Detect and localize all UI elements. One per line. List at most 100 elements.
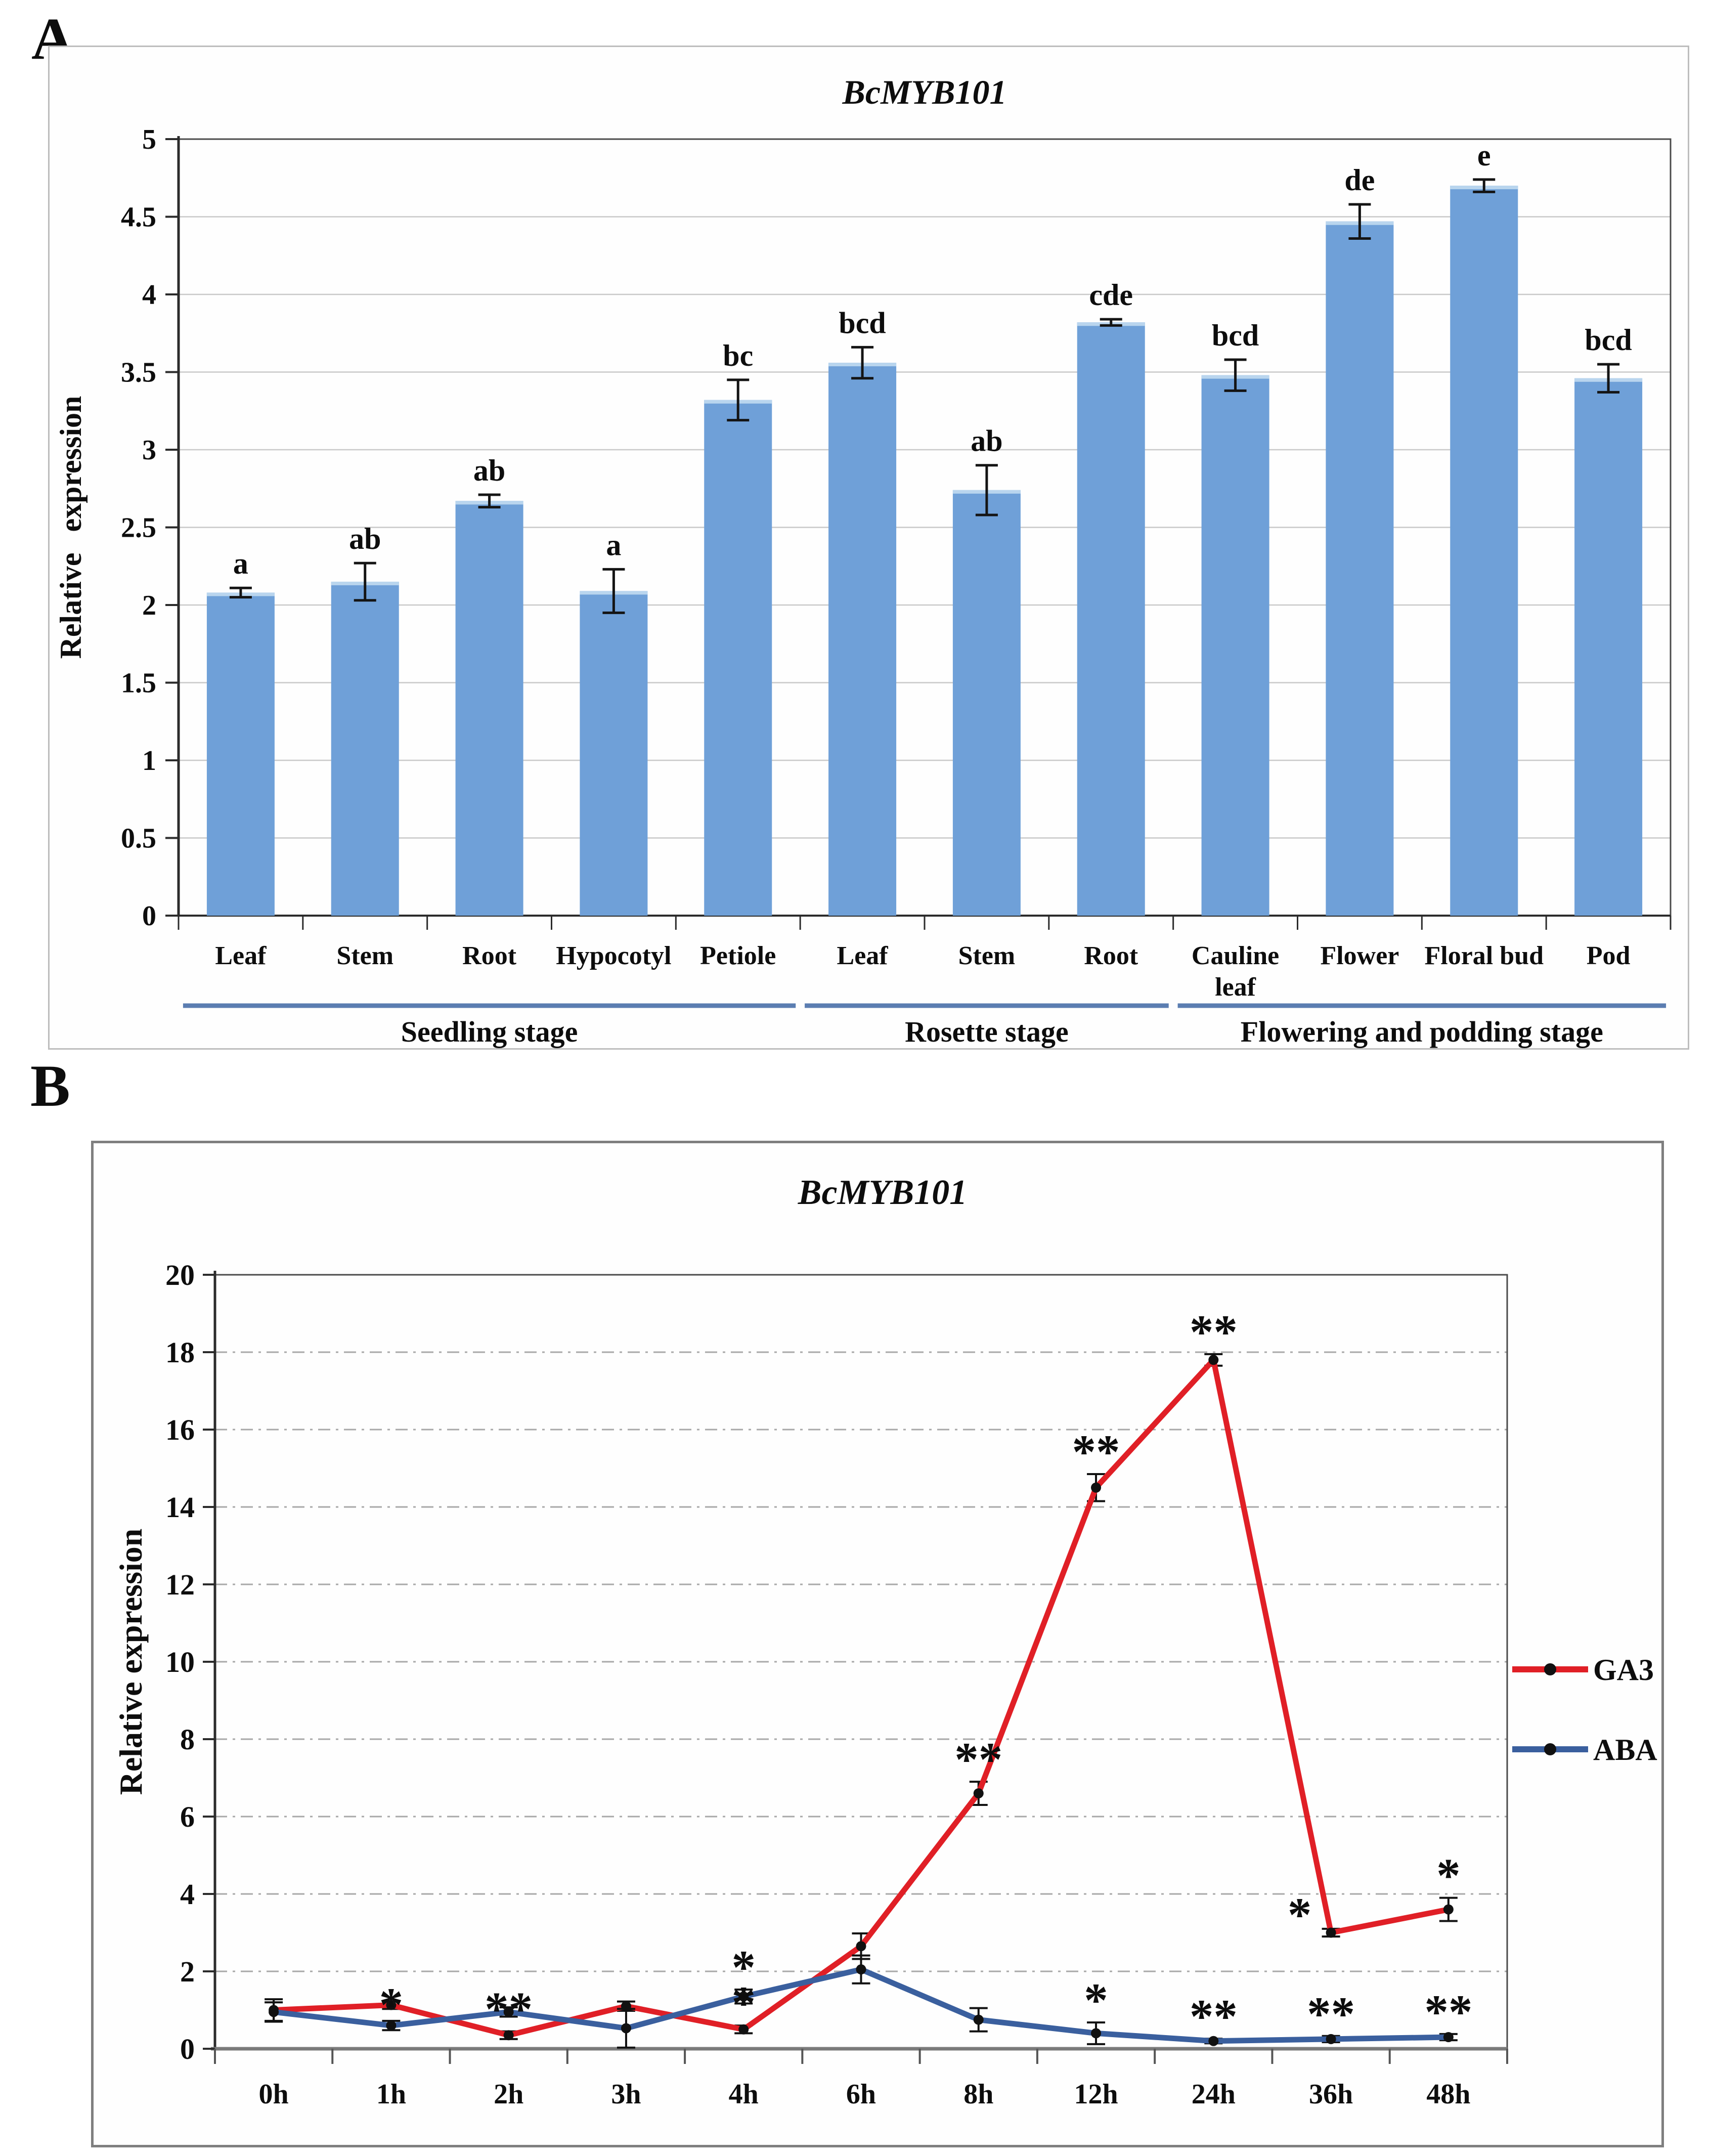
x-tick-label: 24h: [1192, 2079, 1236, 2110]
panel-a-bar-chart: 0 0.5 1 1.5 2 2.5 3 3.5 4 4.5 5 a ab ab a bc bcd ab cde bcd…: [54, 73, 1672, 1048]
x-category-label: Leaf: [215, 941, 267, 970]
x-tick-label: 48h: [1426, 2079, 1470, 2110]
y-tick-label: 6: [180, 1800, 195, 1833]
data-point-ga3: [973, 1788, 984, 1799]
bar: [704, 400, 772, 916]
significance-letter: bcd: [1212, 319, 1259, 352]
x-category-label: Flower: [1320, 941, 1399, 970]
x-category-label: leaf: [1215, 973, 1256, 1002]
x-category-label: Pod: [1587, 941, 1631, 970]
x-tick-label: 1h: [376, 2079, 406, 2110]
significance-asterisk: **: [1190, 1305, 1238, 1359]
x-category-label: Root: [462, 941, 517, 970]
legend-marker-aba: [1544, 1743, 1556, 1755]
y-axis-title: Relative expression: [113, 1529, 149, 1795]
x-category-label: Hypocotyl: [556, 941, 671, 970]
chart-title: BcMYB101: [842, 73, 1007, 111]
x-tick-label: 3h: [611, 2079, 641, 2110]
significance-asterisk: **: [1072, 1425, 1120, 1479]
data-point-aba: [386, 2020, 397, 2031]
x-category-label: Stem: [336, 941, 393, 970]
legend-label-ga3: GA3: [1593, 1653, 1654, 1687]
y-tick-label: 2.5: [121, 512, 156, 544]
data-point-aba: [1091, 2028, 1102, 2039]
x-category-label: Petiole: [700, 941, 776, 970]
y-tick-label: 0: [180, 2033, 195, 2065]
bar: [1450, 186, 1518, 916]
bar: [828, 363, 897, 916]
panel-b-letter: B: [30, 1053, 70, 1119]
y-tick-label: 4: [142, 279, 156, 311]
y-tick-label: 5: [142, 124, 156, 155]
data-point-aba: [1208, 2036, 1219, 2046]
y-tick-label: 16: [165, 1413, 195, 1446]
y-tick-label: 18: [165, 1336, 195, 1369]
significance-asterisk: *: [731, 1941, 756, 1994]
panel-a-figure: 0 0.5 1 1.5 2 2.5 3 3.5 4 4.5 5 a ab ab a bc bcd ab cde bcd…: [48, 46, 1689, 1050]
y-axis-title: Relative expression: [54, 396, 87, 659]
significance-asterisk: **: [1424, 1985, 1472, 2039]
significance-asterisk: *: [1288, 1888, 1312, 1942]
significance-letter: bcd: [1585, 323, 1632, 357]
significance-asterisk: *: [731, 1976, 756, 2030]
significance-letter: bcd: [839, 306, 886, 339]
x-tick-label: 12h: [1074, 2079, 1118, 2110]
data-point-aba: [1443, 2032, 1454, 2043]
panel-b-line-chart: 0 2 4 6 8 10 12 14 16 18 20 0h 1h 2h 3h 4h 6h 8h 12h 24h 36h…: [113, 1173, 1657, 2110]
x-category-label: Leaf: [837, 941, 889, 970]
significance-letter: de: [1344, 163, 1375, 197]
x-category-label: Cauline: [1192, 941, 1279, 970]
x-tick-label: 6h: [846, 2079, 876, 2110]
data-point-ga3: [1443, 1904, 1454, 1915]
bar: [331, 581, 399, 916]
significance-asterisk: **: [1307, 1987, 1355, 2041]
bar: [455, 501, 523, 916]
significance-asterisk: *: [379, 1978, 404, 2032]
y-tick-label: 20: [165, 1259, 195, 1291]
data-point-aba: [856, 1964, 866, 1975]
y-tick-label: 2: [142, 590, 156, 621]
data-point-ga3: [386, 2000, 397, 2010]
bar: [1201, 375, 1269, 916]
stage-label: Rosette stage: [905, 1015, 1069, 1048]
significance-letter: ab: [349, 522, 381, 555]
data-point-ga3: [856, 1941, 866, 1952]
significance-letter: ab: [971, 424, 1002, 458]
x-tick-label: 4h: [729, 2079, 759, 2110]
data-point-ga3: [738, 2024, 749, 2035]
bar: [1574, 378, 1643, 916]
y-tick-label: 0: [142, 900, 156, 932]
y-tick-label: 14: [165, 1491, 195, 1524]
significance-asterisk: **: [485, 1982, 533, 2036]
x-category-label: Root: [1084, 941, 1138, 970]
x-category-label: Floral bud: [1425, 941, 1544, 970]
data-point-aba: [973, 2014, 984, 2025]
data-point-aba: [503, 2007, 514, 2017]
data-point-aba: [1326, 2034, 1336, 2044]
data-point-aba: [621, 2023, 631, 2034]
bar: [1077, 322, 1145, 916]
data-point-ga3: [1208, 1355, 1219, 1365]
y-tick-label: 1: [142, 745, 156, 777]
significance-asterisk: *: [1436, 1849, 1461, 1903]
significance-asterisk: **: [1190, 1990, 1238, 2043]
y-tick-label: 12: [165, 1568, 195, 1601]
significance-letter: cde: [1089, 278, 1133, 312]
data-point-ga3: [503, 2030, 514, 2041]
y-tick-label: 0.5: [121, 823, 156, 854]
legend-marker-ga3: [1544, 1663, 1556, 1675]
y-tick-label: 4: [180, 1878, 195, 1911]
chart-title: BcMYB101: [798, 1173, 967, 1212]
x-tick-label: 8h: [963, 2079, 993, 2110]
significance-letter: a: [233, 547, 248, 580]
y-tick-label: 3: [142, 435, 156, 466]
stage-label: Flowering and podding stage: [1241, 1015, 1603, 1048]
y-tick-label: 1.5: [121, 668, 156, 699]
y-tick-label: 3.5: [121, 357, 156, 389]
significance-asterisk: **: [954, 1733, 1002, 1786]
y-tick-label: 8: [180, 1723, 195, 1756]
significance-asterisk: *: [1084, 1973, 1108, 2027]
data-point-ga3: [1091, 1482, 1102, 1493]
significance-letter: a: [606, 528, 621, 562]
bar: [1326, 221, 1394, 916]
